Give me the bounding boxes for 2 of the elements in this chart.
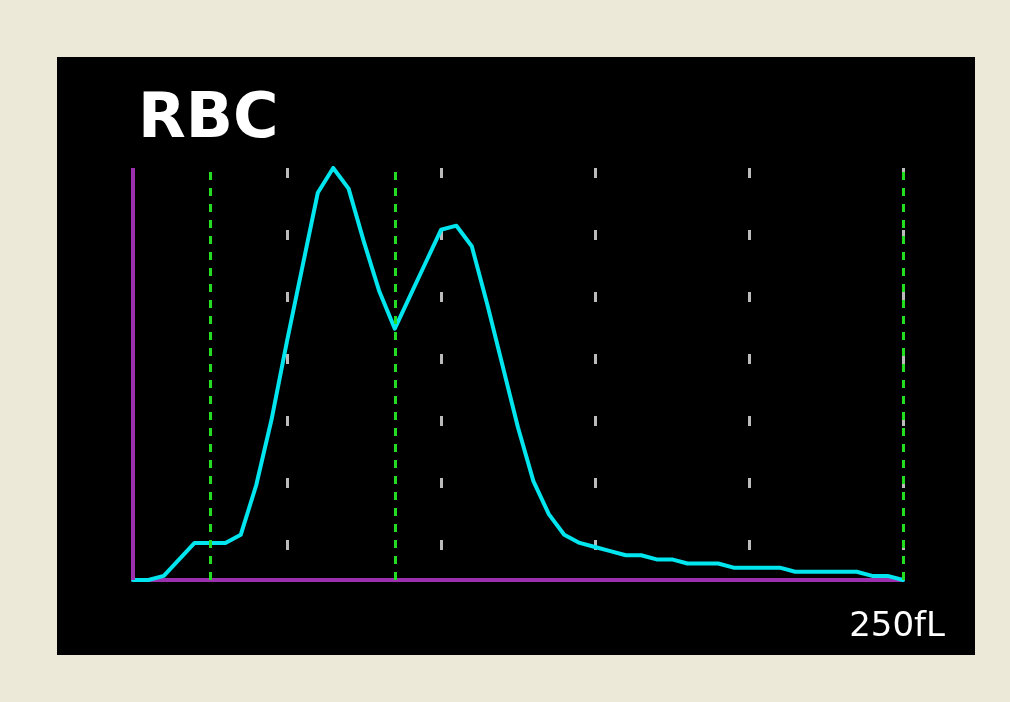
text: 250fL (849, 604, 946, 644)
chart-title: RBC (138, 78, 279, 152)
